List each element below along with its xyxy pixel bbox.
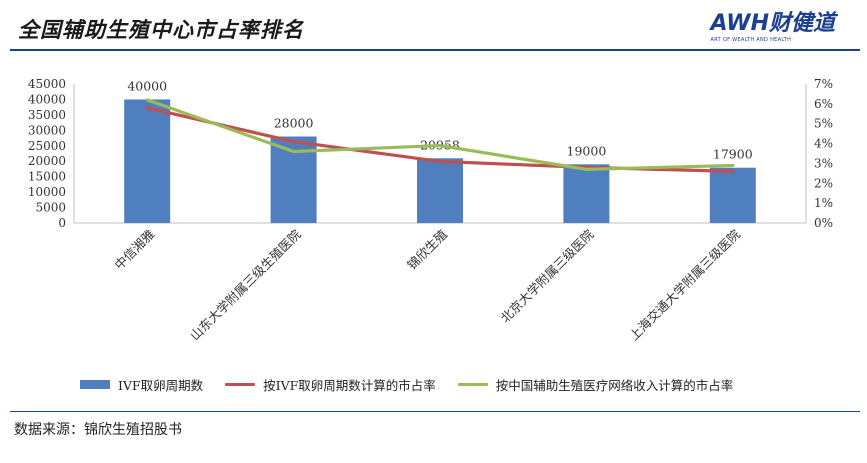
bar [417,158,463,223]
bar [563,164,610,223]
x-tick-label: 锦欣生殖 [404,227,450,273]
y-right-tick-label: 5% [814,117,833,131]
y-left-tick-label: 5000 [35,201,66,215]
series-line-2 [145,98,735,171]
logo-tagline: ART OF WEALTH AND HEALTH [710,37,792,43]
y-right-tick-label: 3% [814,156,833,170]
brand-logo: AWH财健道 ART OF WEALTH AND HEALTH [710,11,835,44]
x-tick-label: 上海交通大学附属三级医院 [626,226,743,343]
bar [709,167,756,223]
x-tick-label: 北京大学附属三级医院 [498,226,597,325]
y-left-tick-label: 30000 [28,123,66,137]
legend-item-line1: 按IVF取卵周期数计算的市占率 [225,375,436,394]
chart-legend: IVF取卵周期数 按IVF取卵周期数计算的市占率 按中国辅助生殖医疗网络收入计算… [80,375,755,394]
y-right-tick-label: 4% [814,137,833,151]
legend-swatch-line2 [457,383,488,386]
y-left-tick-label: 35000 [28,108,66,122]
y-right-tick-label: 7% [814,77,833,91]
y-left-tick-label: 45000 [28,77,66,91]
footer-divider [10,411,860,412]
y-left-tick-label: 15000 [28,170,66,184]
y-left-tick-label: 10000 [28,185,66,199]
y-right-tick-label: 0% [814,216,833,230]
logo-wordmark: AWH财健道 [710,11,835,36]
bar-data-label: 19000 [567,143,607,158]
y-right-tick-label: 6% [814,97,833,111]
y-left-tick-label: 25000 [28,139,66,153]
legend-item-line2: 按中国辅助生殖医疗网络收入计算的市占率 [457,375,734,394]
y-left-tick-label: 0 [58,216,66,230]
data-source: 数据来源：锦欣生殖招股书 [14,422,182,438]
y-right-tick-label: 2% [814,176,833,190]
legend-label-line1: 按IVF取卵周期数计算的市占率 [263,378,436,393]
bar [124,99,171,223]
x-tick-label: 中信湘雅 [111,227,157,273]
chart-title: 全国辅助生殖中心市占率排名 [18,17,304,42]
legend-swatch-bar [80,380,110,389]
y-left-tick-label: 40000 [28,92,66,106]
y-right-tick-label: 1% [814,196,833,210]
legend-label-bar: IVF取卵周期数 [118,378,204,393]
bar-data-label: 40000 [127,78,167,93]
x-tick-label: 山东大学附属三级生殖医院 [187,226,304,343]
bar-data-label: 17900 [713,147,753,162]
legend-swatch-line1 [225,383,256,386]
legend-label-line2: 按中国辅助生殖医疗网络收入计算的市占率 [495,378,734,393]
legend-item-bar: IVF取卵周期数 [80,375,203,394]
y-left-tick-label: 20000 [28,154,66,168]
bar-data-label: 28000 [274,116,314,131]
header-divider [10,49,860,51]
